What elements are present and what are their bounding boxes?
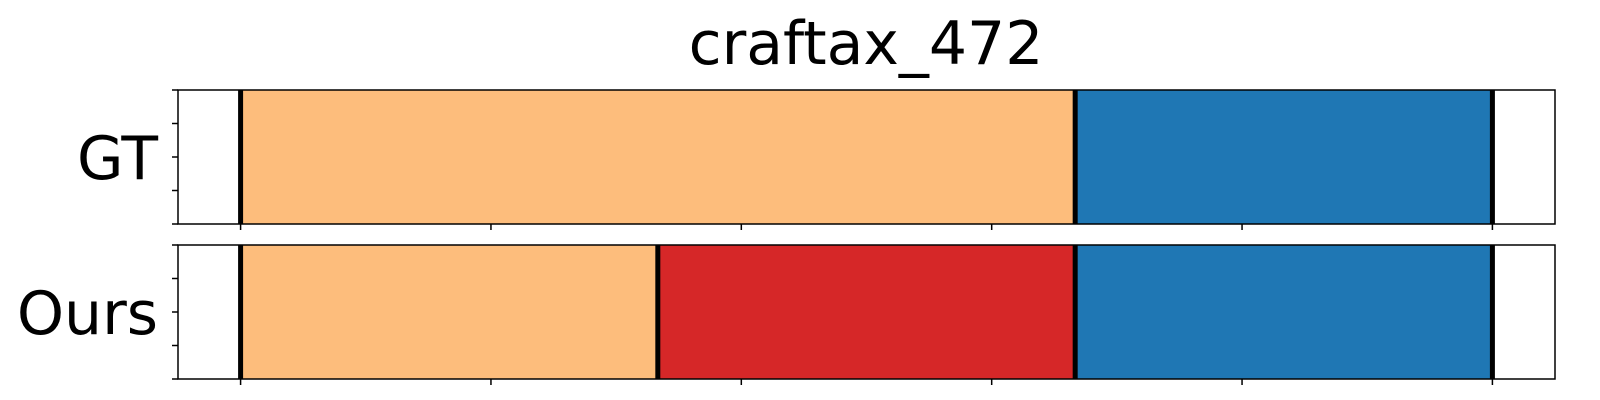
chart-title: craftax_472 [689,9,1044,79]
panel-ours: Ours [17,244,1556,385]
segment-gt-3 [1492,90,1555,224]
panels: GT Ours [17,89,1556,385]
segment-gt-0 [178,90,241,224]
segment-ours-3 [1075,245,1493,379]
segment-ours-4 [1492,245,1555,379]
panel-gt: GT [77,89,1556,230]
segment-gt-2 [1075,90,1493,224]
segment-ours-1 [240,245,658,379]
row-label-gt: GT [77,124,158,194]
row-label-ours: Ours [17,279,158,349]
segment-ours-0 [178,245,241,379]
segment-ours-2 [657,245,1076,379]
segment-gt-1 [240,90,1076,224]
